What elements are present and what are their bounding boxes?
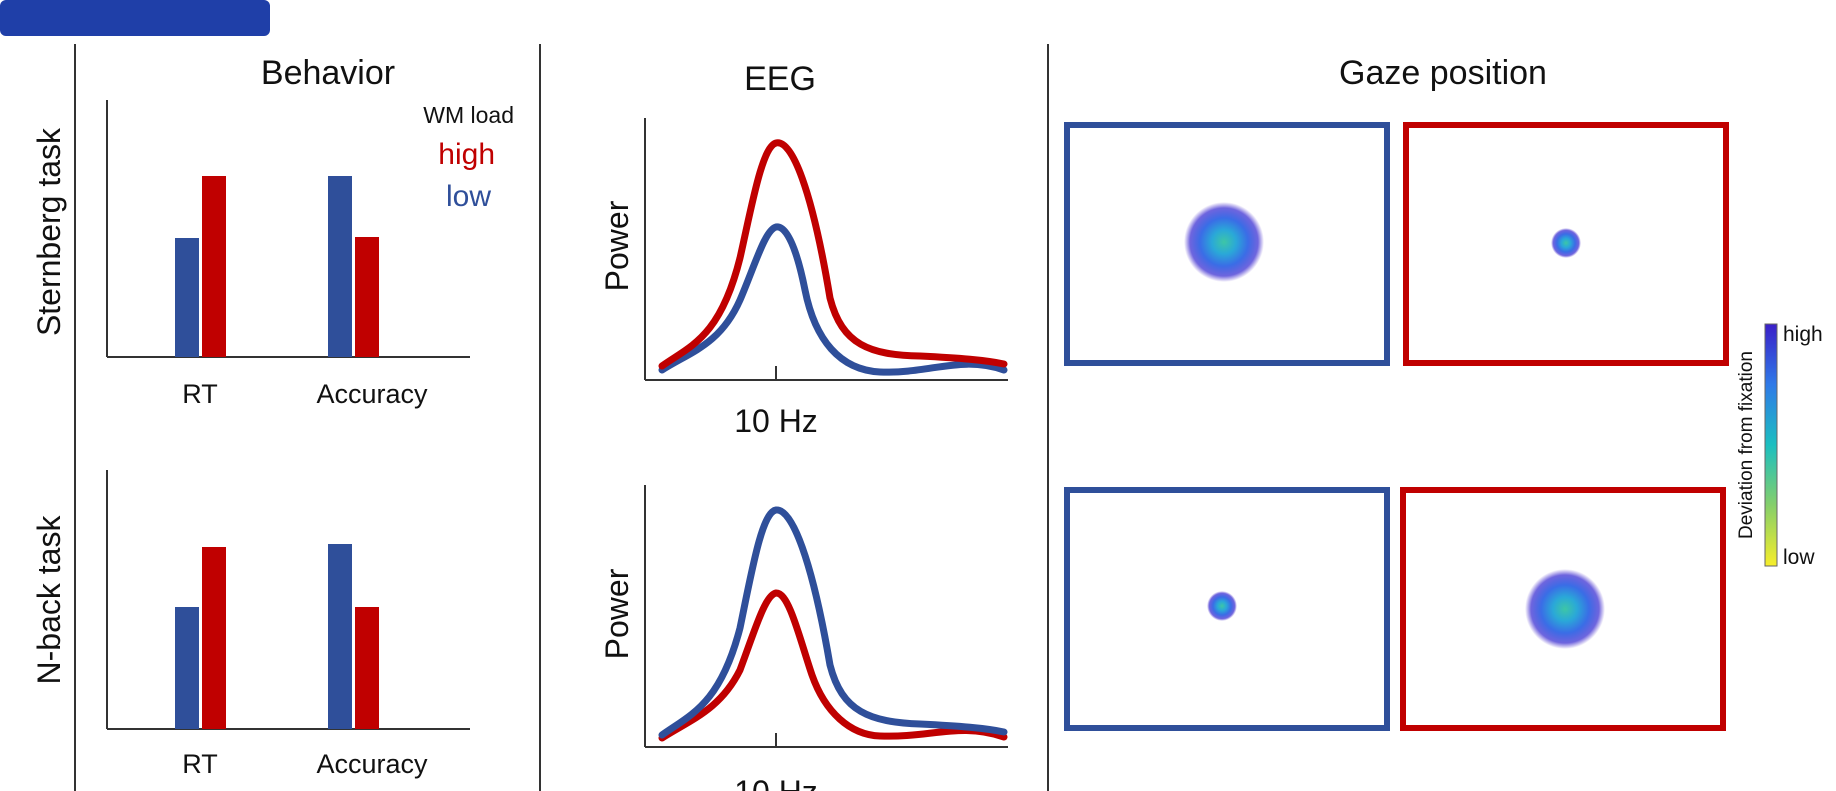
gaze-nback-high-box [1400,487,1726,731]
tick-sternberg-rt: RT [182,379,218,409]
gaze-box-sternberg-high [1403,122,1729,366]
eeg-nback-low-curve [658,506,1008,739]
eeg-nback-chart: Power 10 Hz [599,485,1008,791]
legend-high: high [438,138,495,171]
gaze-colorbar: high low Deviation from fixation [1736,323,1823,569]
eeg-nback-xlabel: 10 Hz [734,774,818,791]
gaze-box-nback-low [1064,487,1390,731]
eeg-nback-ylabel: Power [599,568,635,659]
tick-nback-rt: RT [182,749,218,779]
gaze-box-sternberg-low [1064,122,1390,366]
bar-nback-rt-high [202,547,226,729]
bar-nback-accuracy-low [328,544,352,729]
colorbar-gradient [1764,323,1778,567]
colorbar-axis-label: Deviation from fixation [1736,351,1757,539]
gaze-nback-low-box [1064,487,1390,731]
eeg-title: EEG [744,60,816,98]
behavior-nback-chart: RT Accuracy [106,470,470,779]
legend-title: WM load [423,102,514,128]
eeg-sternberg-high-curve [658,139,1008,370]
behavior-title: Behavior [261,54,395,92]
gaze-title: Gaze position [1339,54,1547,92]
eeg-sternberg-xlabel: 10 Hz [734,403,818,439]
tick-nback-accuracy: Accuracy [316,749,428,779]
gaze-box-nback-high [1400,487,1726,731]
eeg-sternberg-chart: Power 10 Hz [599,118,1008,439]
sternberg-task-label: Sternberg task [31,127,67,336]
gaze-heatmap-sternberg-low [1184,202,1264,282]
bar-sternberg-accuracy-low [328,176,352,357]
colorbar-low-label: low [1783,546,1815,569]
bar-nback-rt-low [175,607,199,729]
eeg-sternberg-ylabel: Power [599,200,635,291]
gaze-heatmap-nback-low [1207,591,1237,621]
bar-sternberg-rt-high [202,176,226,357]
tick-sternberg-accuracy: Accuracy [316,379,428,409]
eeg-sternberg-low-curve [658,223,1008,376]
bar-sternberg-accuracy-high [355,237,379,357]
cropped-title-fragment [0,0,270,36]
eeg-nback-high-curve [658,589,1008,742]
gaze-sternberg-low-box [1064,122,1390,366]
gaze-sternberg-high-box [1403,122,1729,366]
colorbar-high-label: high [1783,323,1823,346]
gaze-heatmap-nback-high [1525,569,1605,649]
wm-load-legend: WM load high low [423,102,514,213]
bar-nback-accuracy-high [355,607,379,729]
behavior-sternberg-chart: RT Accuracy [106,100,470,409]
legend-low: low [446,180,491,213]
nback-task-label: N-back task [31,515,67,685]
gaze-heatmap-sternberg-high [1551,228,1581,258]
bar-sternberg-rt-low [175,238,199,357]
